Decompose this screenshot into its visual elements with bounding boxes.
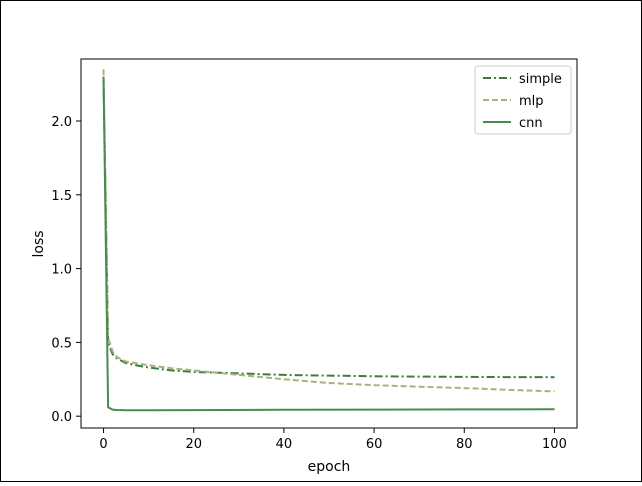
y-tick-label: 1.0 <box>51 263 72 278</box>
y-tick-label: 1.5 <box>51 189 72 204</box>
x-tick-label: 80 <box>456 437 473 452</box>
x-axis-label: epoch <box>308 459 351 475</box>
y-tick-label: 0.0 <box>51 410 72 425</box>
legend-box <box>474 65 572 135</box>
y-tick-label: 2.0 <box>51 115 72 130</box>
axes-box <box>80 58 578 429</box>
x-tick-label: 0 <box>99 437 107 452</box>
legend-label-mlp: mlp <box>519 94 544 109</box>
x-tick-label: 40 <box>276 437 293 452</box>
series-line-simple <box>102 76 555 379</box>
x-tick-label: 60 <box>366 437 383 452</box>
legend: simple mlp cnn <box>474 65 572 135</box>
x-axis-ticks: 0 20 40 60 80 100 <box>99 428 567 452</box>
plot-marks <box>102 69 555 412</box>
x-tick-label: 20 <box>185 437 202 452</box>
y-tick-label: 0.5 <box>51 336 72 351</box>
y-axis-ticks: 0.0 0.5 1.0 1.5 2.0 <box>51 115 81 425</box>
legend-label-cnn: cnn <box>519 116 543 131</box>
x-tick-label: 100 <box>542 437 567 452</box>
legend-label-simple: simple <box>519 72 562 87</box>
y-axis-label: loss <box>31 230 47 257</box>
series-line-cnn <box>102 76 555 412</box>
